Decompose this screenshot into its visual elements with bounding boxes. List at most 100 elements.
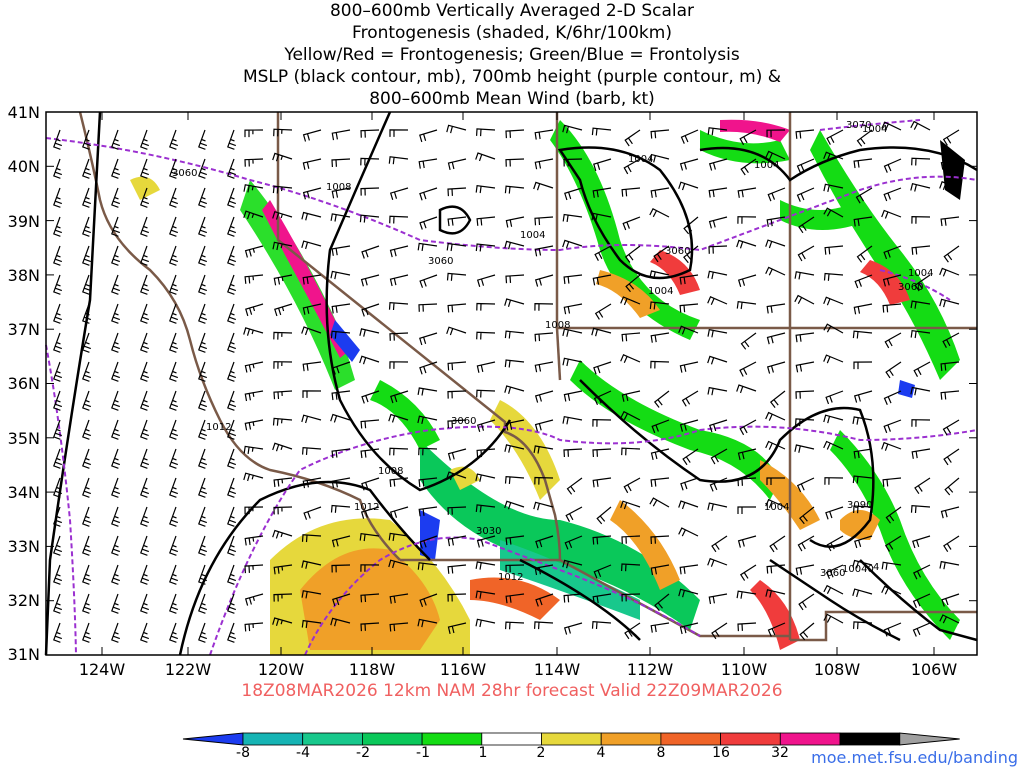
- wind-barb: [505, 564, 525, 573]
- wind-barb: [592, 593, 612, 604]
- wind-barb: [736, 384, 757, 394]
- mslp-label: 1004: [520, 230, 545, 241]
- wind-barb: [227, 274, 237, 295]
- mslp-label: 1004: [764, 502, 789, 513]
- wind-barb: [169, 361, 179, 382]
- wind-barb: [53, 129, 63, 150]
- lat-label: 35N: [7, 429, 40, 448]
- wind-barb: [534, 216, 554, 226]
- wind-barb: [910, 300, 931, 309]
- colorbar-label: 2: [536, 745, 546, 761]
- wind-barb: [535, 593, 554, 607]
- wind-barb: [389, 593, 409, 604]
- wind-barb: [169, 129, 179, 150]
- wind-barb: [795, 361, 815, 373]
- mslp-label: 1004: [754, 160, 779, 171]
- wind-barb: [910, 182, 931, 192]
- wind-barb: [140, 361, 150, 382]
- wind-barb: [707, 355, 728, 365]
- wind-barb: [169, 332, 179, 353]
- credit-link[interactable]: moe.met.fsu.edu/banding: [811, 748, 1018, 767]
- wind-barb: [883, 187, 902, 202]
- colorbar-swatch: [361, 732, 423, 746]
- wind-barb: [198, 564, 208, 585]
- wind-barb: [389, 274, 409, 287]
- wind-barb: [505, 419, 525, 431]
- wind-barb: [140, 216, 150, 237]
- colorbar-swatch: [481, 732, 542, 746]
- wind-barb: [302, 477, 322, 489]
- wind-barb: [389, 129, 409, 137]
- wind-barb: [911, 157, 931, 166]
- wind-barb: [769, 390, 786, 408]
- wind-barb: [680, 129, 699, 144]
- wind-barb: [53, 506, 63, 527]
- wind-barb: [475, 243, 496, 252]
- colorbar-label: 8: [656, 745, 666, 761]
- wind-barb: [708, 187, 728, 198]
- lat-label: 41N: [7, 103, 40, 122]
- wind-barb: [826, 535, 844, 552]
- wind-barb: [331, 535, 351, 548]
- wind-barb: [885, 506, 902, 524]
- wind-barb: [563, 448, 583, 458]
- wind-barb: [53, 448, 63, 469]
- wind-barb: [198, 187, 208, 208]
- wind-barb: [82, 622, 92, 643]
- wind-barb: [53, 564, 63, 585]
- wind-barb: [111, 593, 121, 614]
- wind-barb: [330, 413, 351, 423]
- wind-barb: [823, 323, 844, 334]
- wind-barb: [620, 296, 641, 306]
- wind-barb: [360, 448, 380, 459]
- lon-label: 106W: [910, 660, 958, 679]
- wind-barb: [679, 274, 699, 285]
- wind-barb: [592, 477, 612, 488]
- wind-barb: [389, 622, 409, 632]
- wind-barb: [593, 361, 612, 375]
- wind-barb: [418, 303, 438, 312]
- wind-barb: [883, 245, 902, 260]
- wind-barb: [765, 589, 786, 598]
- wind-barb: [562, 239, 583, 249]
- wind-barb: [475, 152, 496, 162]
- wind-barb: [505, 158, 525, 167]
- wind-barb: [53, 332, 63, 353]
- wind-barb: [227, 390, 237, 411]
- wind-barb: [82, 129, 92, 150]
- wind-barb: [913, 361, 931, 377]
- wind-barb: [823, 584, 844, 595]
- wind-barb: [273, 128, 293, 137]
- wind-barb: [82, 332, 92, 353]
- wind-barb: [359, 533, 380, 542]
- wind-barb: [244, 419, 264, 431]
- wind-barb: [823, 272, 844, 281]
- wind-barb: [111, 390, 121, 411]
- wind-barb: [736, 590, 757, 599]
- wind-barb: [53, 593, 63, 614]
- wind-barb: [82, 390, 92, 411]
- wind-barb: [737, 216, 757, 224]
- wind-barb: [272, 152, 293, 162]
- height-label: 3060: [172, 168, 197, 179]
- wind-barb: [942, 419, 960, 436]
- wind-barb: [912, 622, 931, 637]
- wind-barb: [910, 120, 931, 131]
- wind-barb: [650, 564, 670, 576]
- wind-barb: [447, 564, 467, 574]
- wind-barb: [227, 245, 237, 266]
- lat-label: 40N: [7, 157, 40, 176]
- wind-barb: [591, 127, 612, 136]
- wind-barb: [198, 129, 208, 150]
- wind-barb: [446, 272, 467, 281]
- wind-barb: [709, 477, 728, 492]
- wind-barb: [302, 158, 322, 170]
- wind-barb: [198, 332, 208, 353]
- wind-barb: [565, 506, 583, 522]
- wind-barb: [623, 477, 641, 494]
- wind-barb: [227, 506, 237, 527]
- wind-barb: [650, 622, 670, 633]
- wind-barb: [447, 390, 467, 399]
- wind-barb: [504, 298, 525, 307]
- wind-barb: [476, 216, 496, 226]
